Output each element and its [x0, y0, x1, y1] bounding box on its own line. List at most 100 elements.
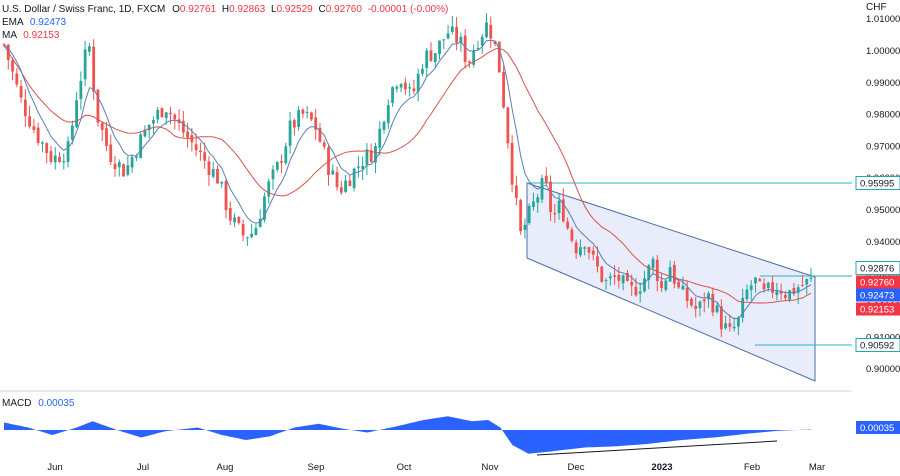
candle-body: [301, 109, 305, 114]
candle-body: [164, 112, 168, 119]
candle-body: [53, 155, 57, 163]
candle-body: [105, 128, 108, 146]
candle-body: [160, 108, 164, 118]
candle-body: [651, 258, 655, 268]
candle-body: [11, 60, 14, 72]
candle-body: [92, 46, 96, 92]
candle-body: [472, 50, 476, 65]
price-tags: 0.95995 0.92876 0.92760 0.92473 0.92153 0.905…: [855, 176, 900, 434]
candle-body: [502, 72, 505, 108]
candle-body: [476, 47, 480, 49]
candle-body: [630, 282, 634, 286]
price-axis[interactable]: 1.010001.000000.990000.980000.970000.960…: [866, 14, 900, 375]
y-tick-label: 0.99000: [866, 78, 900, 89]
candle-body: [711, 293, 715, 313]
x-tick-label: Mar: [809, 462, 825, 473]
candle-body: [459, 36, 463, 43]
candle-body: [783, 294, 787, 299]
open-label: O: [172, 4, 180, 15]
candle-body: [399, 84, 403, 88]
x-tick-label: Sep: [308, 462, 325, 473]
candle-body: [438, 40, 441, 55]
x-tick-label: 2023: [651, 462, 672, 473]
candle-body: [549, 181, 552, 213]
candle-body: [216, 168, 219, 184]
candle-body: [557, 200, 561, 214]
candle-body: [536, 197, 540, 203]
candle-body: [147, 124, 151, 131]
candle-body: [771, 282, 774, 293]
ma-legend[interactable]: MA 0.92153: [2, 29, 59, 42]
candle-body: [702, 299, 706, 302]
candle-body: [19, 86, 23, 98]
candle-body: [32, 126, 36, 131]
macd-histogram: [4, 416, 811, 454]
candle-body: [600, 266, 604, 282]
ma-label: MA: [2, 30, 17, 41]
macd-tag: 0.00035: [856, 421, 900, 434]
candle-body: [113, 163, 117, 170]
ma-value: 0.92153: [23, 30, 60, 41]
y-tick-label: 0.91000: [866, 332, 900, 343]
candle-body: [613, 275, 616, 277]
candle-body: [754, 277, 757, 284]
candle-body: [655, 259, 659, 282]
ema-legend[interactable]: EMA 0.92473: [2, 16, 66, 29]
candle-body: [297, 109, 301, 127]
candle-body: [382, 121, 386, 130]
candle-body: [169, 112, 172, 115]
candle-body: [788, 290, 792, 300]
candle-body: [638, 291, 642, 294]
candle-body: [796, 287, 800, 293]
candle-body: [45, 143, 49, 153]
price-tag-level: 0.95995: [855, 176, 900, 190]
candle-body: [489, 24, 493, 39]
candle-body: [574, 242, 578, 254]
price-tag-border: [855, 261, 900, 275]
candle-body: [305, 111, 309, 113]
time-axis[interactable]: Jun Jul Aug Sep Oct Nov Dec 2023 Feb Mar: [47, 462, 825, 473]
low-value: 0.92529: [276, 4, 313, 15]
candle-body: [694, 305, 698, 309]
price-tag-background: [856, 288, 900, 302]
candle-body: [647, 265, 651, 280]
symbol-title: U.S. Dollar / Swiss Franc, 1D, FXCM: [2, 4, 166, 15]
candle-body: [762, 283, 766, 290]
candle-body: [173, 114, 177, 120]
candle-body: [79, 80, 83, 100]
candle-body: [809, 277, 813, 279]
trend-line-macd[interactable]: [536, 440, 778, 456]
candle-body: [497, 41, 501, 73]
candle-body: [412, 88, 416, 92]
candle-body: [233, 217, 236, 223]
descending-channel[interactable]: [526, 182, 816, 382]
macd-label: MACD: [2, 398, 32, 409]
macd-legend[interactable]: MACD 0.00035: [2, 397, 74, 410]
candle-body: [194, 144, 198, 151]
candle-body: [664, 280, 668, 290]
candle-body: [621, 275, 625, 284]
candle-body: [634, 286, 638, 296]
candle-body: [608, 276, 612, 279]
candle-body: [514, 185, 518, 198]
candle-body: [519, 200, 523, 232]
candle-body: [87, 46, 91, 52]
candle-body: [553, 212, 557, 215]
candle-body: [604, 280, 608, 282]
change-value: -0.00001 (-0.00%): [367, 4, 449, 15]
candle-body: [280, 160, 283, 163]
candle-body: [421, 68, 424, 74]
candle-body: [292, 120, 296, 128]
candle-body: [263, 196, 266, 220]
candle-body: [745, 289, 749, 300]
symbol-legend: U.S. Dollar / Swiss Franc, 1D, FXCM O 0.9…: [2, 3, 448, 16]
candle-body: [579, 247, 582, 256]
x-tick-label: Oct: [397, 462, 412, 473]
candlestick-series: [2, 13, 813, 338]
price-tag-ma: 0.92153: [856, 302, 900, 316]
candle-body: [728, 323, 732, 327]
y-tick-label: 0.97000: [866, 141, 900, 152]
candle-body: [801, 285, 804, 287]
candle-body: [70, 125, 74, 140]
